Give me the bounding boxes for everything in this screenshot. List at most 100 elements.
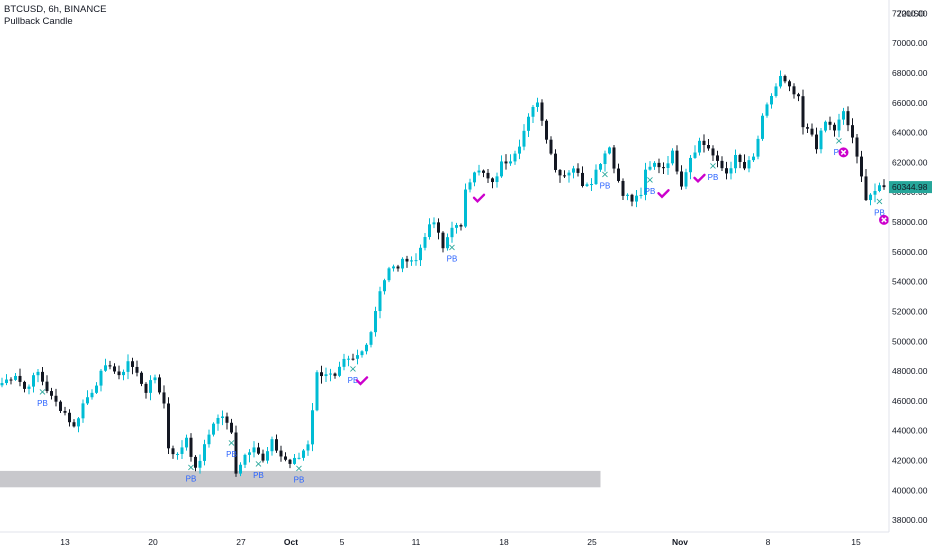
candle-body <box>630 194 634 202</box>
candle-body <box>626 194 629 196</box>
candle-body <box>590 184 593 186</box>
candle-body <box>54 395 58 402</box>
candle-body <box>747 160 751 169</box>
price-tick-label: 72000.00 <box>892 8 928 18</box>
candle-body <box>419 247 422 261</box>
candle-body <box>585 184 589 187</box>
price-tick-label: 42000.00 <box>892 455 928 465</box>
candle-body <box>801 96 805 128</box>
price-tick-label: 54000.00 <box>892 277 928 287</box>
pb-mark-icon: × <box>187 462 195 473</box>
candle-body <box>459 225 463 227</box>
time-tick-label: Nov <box>672 537 688 547</box>
last-price-badge <box>889 181 932 194</box>
candle-body <box>549 139 553 154</box>
candle-body <box>653 162 656 167</box>
candle-body <box>41 371 44 382</box>
candle-body <box>779 75 782 87</box>
candle-body <box>167 403 170 449</box>
candle-body <box>698 140 701 153</box>
candle-body <box>315 372 319 411</box>
candle-body <box>248 452 251 455</box>
candle-body <box>338 366 341 376</box>
pb-label: PB <box>253 471 264 480</box>
candle-body <box>405 258 409 262</box>
price-tick-label: 52000.00 <box>892 306 928 316</box>
candle-body <box>149 380 152 393</box>
candle-body <box>257 447 260 454</box>
candle-body <box>828 121 832 125</box>
candle-body <box>297 457 301 459</box>
candle-body <box>423 237 427 248</box>
candle-body <box>171 448 175 455</box>
candle-body <box>666 163 670 168</box>
pb-mark-icon: × <box>38 387 46 398</box>
candle-body <box>365 344 368 352</box>
candle-body <box>153 377 157 381</box>
candle-body <box>621 180 625 196</box>
time-tick-label: 8 <box>766 537 771 547</box>
candle-body <box>806 127 809 129</box>
pb-label: PB <box>186 474 197 483</box>
candle-body <box>72 422 76 427</box>
candle-body <box>437 222 440 233</box>
candle-body <box>306 444 310 451</box>
candle-body <box>837 119 841 131</box>
price-tick-label: 40000.00 <box>892 485 928 495</box>
candle-body <box>738 154 742 162</box>
time-tick-label: 15 <box>851 537 861 547</box>
pb-mark-icon: × <box>601 169 609 180</box>
support-zone <box>0 470 601 488</box>
candle-body <box>18 375 22 382</box>
candle-body <box>495 176 499 183</box>
candle-body <box>446 237 449 249</box>
candle-body <box>225 416 229 423</box>
candle-body <box>162 392 166 404</box>
candle-body <box>473 172 476 183</box>
pb-mark-icon: × <box>448 243 456 254</box>
time-tick-label: Oct <box>284 537 298 547</box>
candle-body <box>468 182 472 190</box>
candle-body <box>599 164 602 170</box>
candle-body <box>392 266 395 269</box>
candle-body <box>77 418 80 427</box>
pb-label: PB <box>37 399 48 408</box>
candle-body <box>203 444 206 461</box>
candle-body <box>383 280 386 292</box>
time-tick-label: 25 <box>587 537 597 547</box>
candle-body <box>369 332 373 345</box>
check-signal-icon <box>657 189 670 199</box>
candle-body <box>410 260 413 262</box>
candle-body <box>869 194 872 201</box>
candle-body <box>68 412 71 423</box>
candle-body <box>635 195 638 202</box>
pb-mark-icon: × <box>875 196 883 207</box>
candle-body <box>567 172 571 176</box>
candle-body <box>387 268 391 281</box>
candle-body <box>360 351 364 356</box>
candle-body <box>770 96 773 105</box>
candle-body <box>464 189 467 227</box>
candle-body <box>329 373 332 375</box>
candle-body <box>477 170 481 173</box>
candle-body <box>482 170 485 173</box>
candle-body <box>662 167 665 169</box>
candle-body <box>212 423 215 435</box>
candle-body <box>851 125 854 138</box>
candle-body <box>720 160 724 169</box>
candle-body <box>140 372 143 384</box>
candle-body <box>63 410 67 413</box>
candle-body <box>288 459 292 464</box>
candle-body <box>351 358 355 360</box>
candle-body <box>558 169 562 176</box>
candle-body <box>207 434 211 445</box>
price-tick-label: 70000.00 <box>892 38 928 48</box>
candle-body <box>234 432 238 474</box>
candle-body <box>450 227 454 238</box>
check-signal-icon <box>693 173 706 184</box>
currency-badge: USD <box>907 8 925 18</box>
candle-body <box>693 152 697 158</box>
candle-body <box>689 157 692 173</box>
candle-body <box>765 104 769 116</box>
